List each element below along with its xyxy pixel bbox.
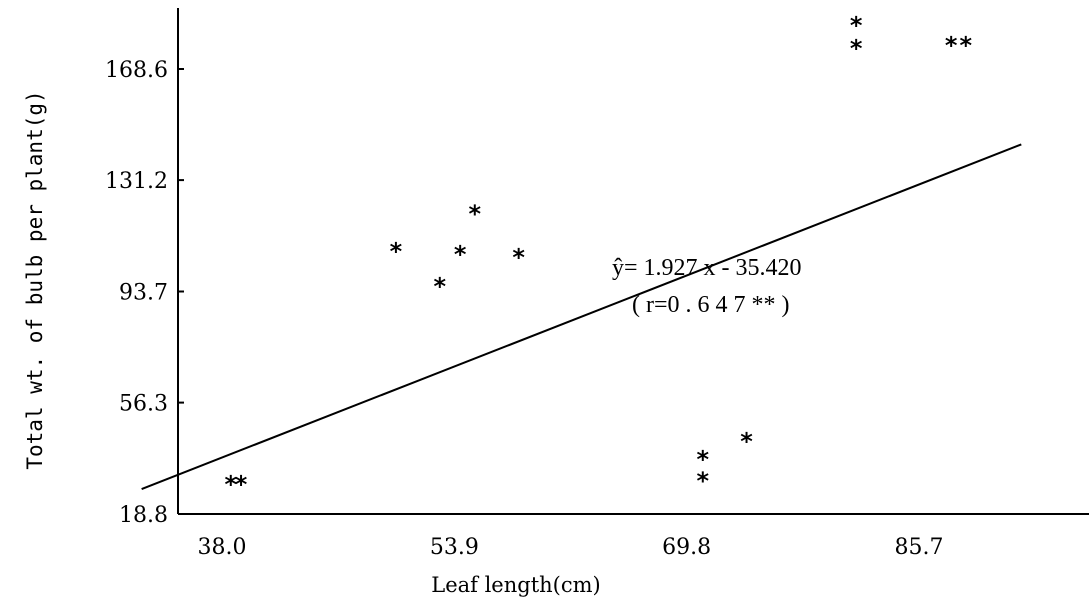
data-point: * (512, 243, 525, 271)
y-tick-label: 131.2 (105, 169, 168, 194)
data-point: * (850, 11, 863, 39)
data-point: * (959, 32, 972, 60)
data-point: * (390, 238, 403, 266)
x-tick-label: 69.8 (662, 535, 711, 560)
x-tick-label: 53.9 (430, 535, 479, 560)
y-tick-label: 168.6 (105, 58, 168, 83)
data-point: * (454, 240, 467, 268)
x-tick-label: 85.7 (895, 535, 944, 560)
y-tick-label: 56.3 (119, 392, 168, 417)
regression-line (141, 143, 1022, 490)
axes (177, 8, 1089, 515)
data-point: * (433, 273, 446, 301)
data-point: * (224, 471, 237, 499)
x-tick-label: 38.0 (198, 535, 247, 560)
data-point: * (235, 471, 248, 499)
regression-equation: ŷ= 1.927 x - 35.420 (612, 255, 802, 281)
correlation-label: ( r=0 . 6 4 7 ** ) (632, 292, 790, 318)
y-tick-label: 93.7 (119, 281, 168, 306)
data-point: * (945, 32, 958, 60)
data-point: * (696, 467, 709, 495)
data-point: * (469, 200, 482, 228)
x-ticks: 38.0 53.9 69.8 85.7 (198, 535, 944, 560)
y-tick-label: 18.8 (119, 503, 168, 528)
data-points: ****** ******* * (224, 11, 972, 498)
data-point: * (850, 35, 863, 63)
y-ticks: 18.8 56.3 93.7 131.2 168.6 (105, 58, 184, 528)
data-point: * (740, 427, 753, 455)
data-point: * (696, 446, 709, 474)
x-axis-label: Leaf length(cm) (431, 573, 600, 597)
y-axis-label: Total wt. of bulb per plant(g) (23, 90, 47, 469)
